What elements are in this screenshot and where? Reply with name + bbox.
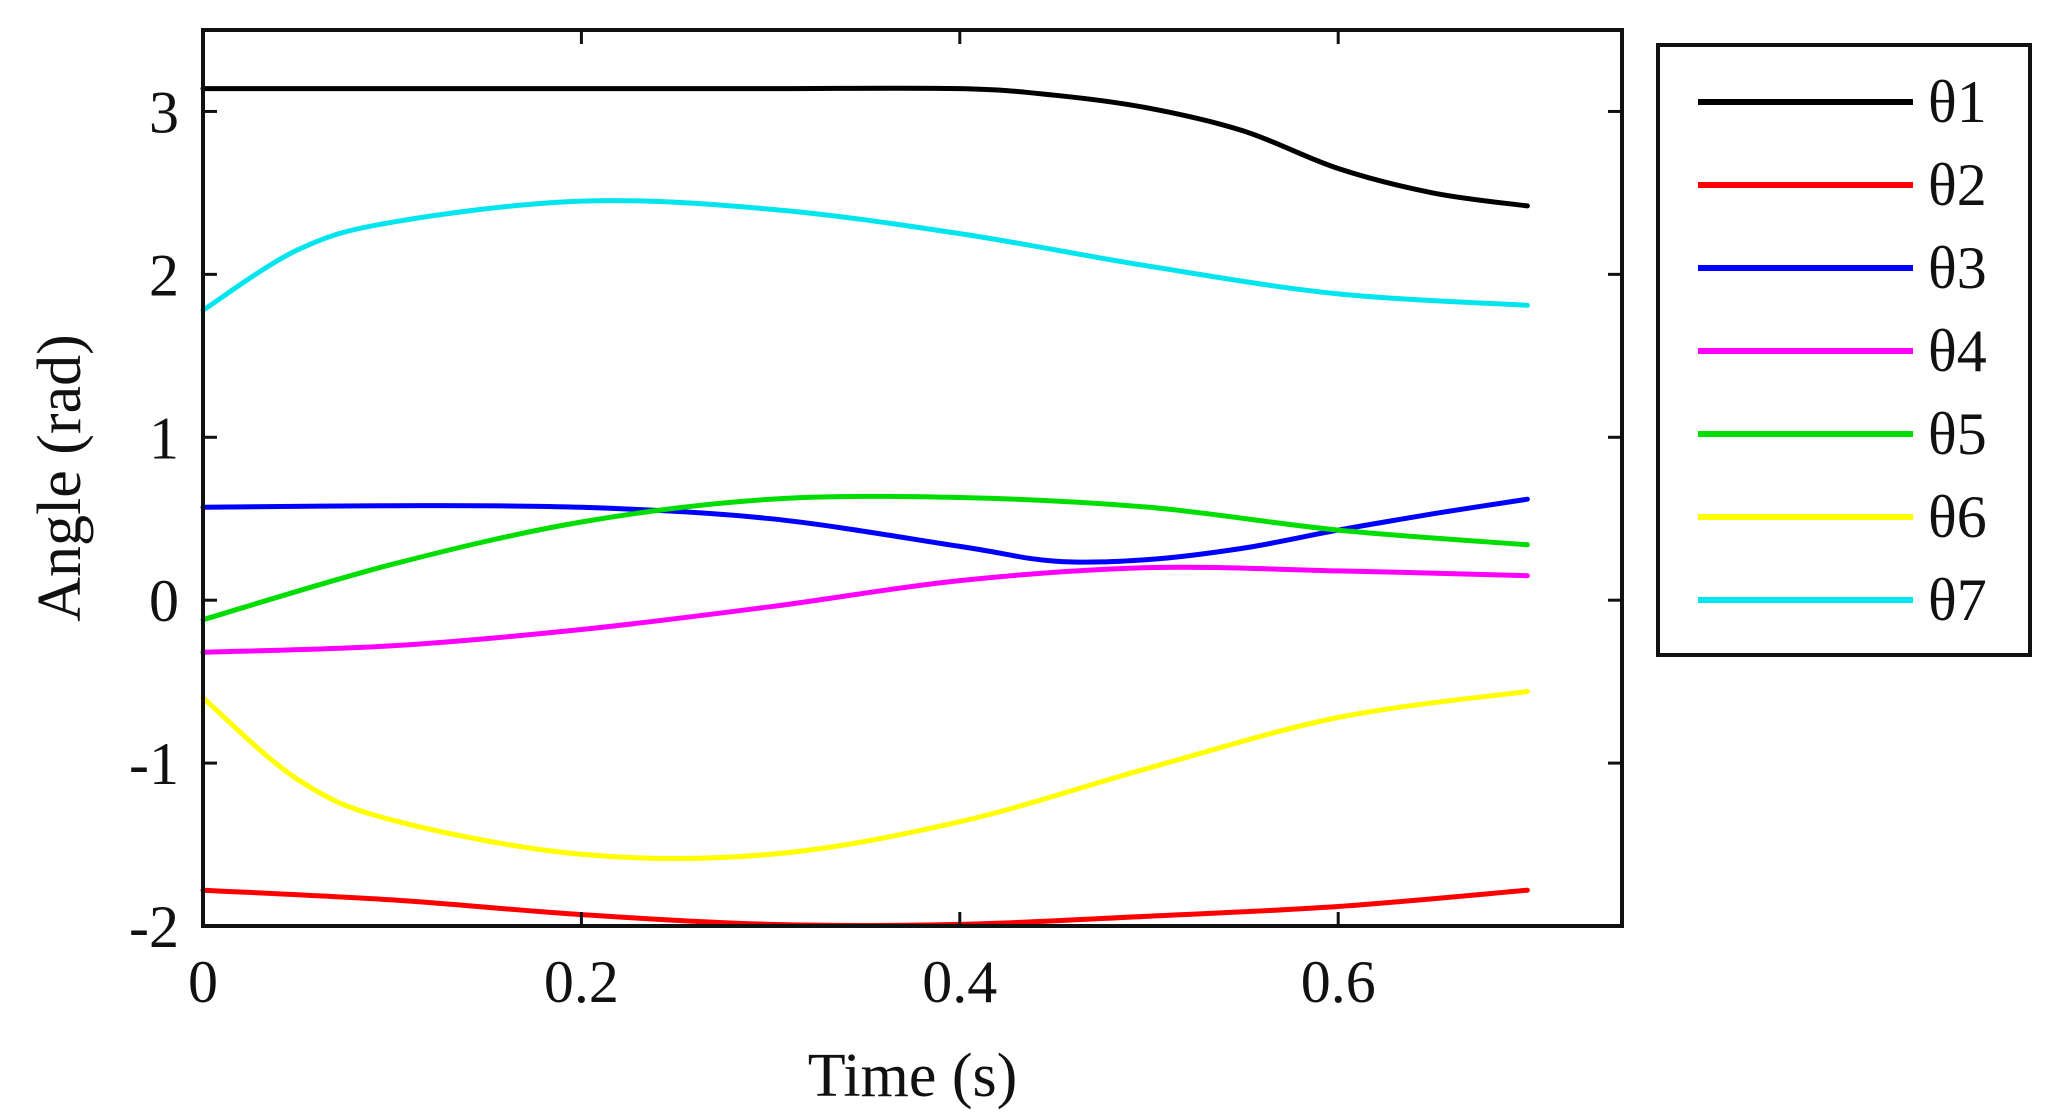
legend-label-3: θ3 xyxy=(1928,235,1987,301)
y-tick-label: 1 xyxy=(149,405,179,471)
series-line-7 xyxy=(200,198,1530,313)
x-tick-label: 0.6 xyxy=(1301,949,1376,1015)
y-tick-label: -1 xyxy=(129,731,179,797)
legend-label-2: θ2 xyxy=(1928,152,1987,218)
x-tick-label: 0 xyxy=(188,949,218,1015)
series-line-4 xyxy=(200,564,1530,655)
plot-area-frame xyxy=(201,28,1624,928)
y-tick-label: 0 xyxy=(149,568,179,634)
legend-label-4: θ4 xyxy=(1928,318,1987,384)
series-line-1 xyxy=(200,85,1530,209)
y-axis-label: Angle (rad) xyxy=(26,334,94,621)
legend-label-5: θ5 xyxy=(1928,401,1987,467)
y-tick-label: 2 xyxy=(149,242,179,308)
x-tick-labels: 0 0.2 0.4 0.6 xyxy=(188,949,1376,1015)
series-line-5 xyxy=(200,493,1530,623)
y-tick-label: -2 xyxy=(129,894,179,960)
legend-label-7: θ7 xyxy=(1928,567,1987,633)
x-tick-label: 0.4 xyxy=(922,949,997,1015)
axis-ticks xyxy=(201,30,1622,928)
y-tick-labels: -2 -1 0 1 2 3 xyxy=(129,79,179,960)
x-axis-label: Time (s) xyxy=(808,1042,1018,1110)
legend: θ1 θ2 θ3 θ4 θ5 θ6 θ7 xyxy=(1656,43,2032,657)
series-line-6 xyxy=(200,688,1530,861)
legend-label-6: θ6 xyxy=(1928,484,1987,550)
y-tick-label: 3 xyxy=(149,79,179,145)
legend-items: θ1 θ2 θ3 θ4 θ5 θ6 θ7 xyxy=(1698,69,1987,633)
legend-label-1: θ1 xyxy=(1928,69,1987,135)
x-tick-label: 0.2 xyxy=(544,949,619,1015)
